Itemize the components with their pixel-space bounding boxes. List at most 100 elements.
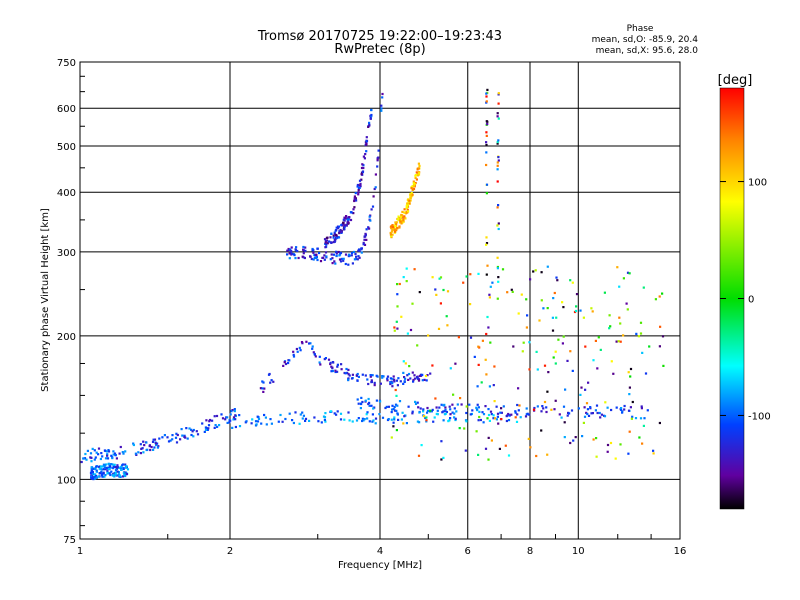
echo-point [145,441,148,444]
echo-point [406,332,409,335]
echo-point [439,276,443,279]
echo-point [360,251,363,254]
echo-point [417,379,421,382]
echo-point [367,397,370,401]
echo-point [528,413,531,416]
echo-point [508,414,511,417]
echo-point [392,375,395,378]
echo-point [361,400,364,404]
echo-point [403,211,406,214]
echo-point [97,453,100,456]
echo-point [575,305,578,308]
echo-point [104,449,107,452]
echo-point [536,405,539,408]
echo-point [139,443,142,446]
echo-point [431,364,434,367]
echo-point [124,450,127,453]
echo-point [298,422,301,425]
echo-point [437,327,441,330]
echo-point [325,255,328,258]
echo-point [496,140,499,144]
echo-point [400,315,403,318]
echo-point [396,404,399,407]
echo-point [423,378,426,381]
echo-point [85,458,88,461]
echo-point [318,355,321,358]
echo-point [617,340,620,343]
echo-point [315,255,318,258]
echo-point [334,262,337,265]
echo-point [86,449,89,452]
echo-point [641,351,644,354]
echo-point [405,267,408,270]
echo-point [641,442,644,445]
echo-point [347,379,350,382]
echo-point [336,365,339,368]
echo-point [110,454,113,457]
echo-point [545,406,548,409]
echo-point [342,257,345,260]
echo-point [417,454,421,457]
echo-point [365,228,368,231]
echo-point [229,419,232,422]
echo-point [598,411,601,415]
echo-point [661,292,664,295]
echo-point [397,217,400,220]
echo-point [416,376,419,379]
echo-point [485,134,488,137]
echo-point [426,409,430,412]
echo-point [540,429,543,432]
echo-point [418,421,421,424]
echo-point [475,430,478,433]
echo-point [263,413,266,417]
echo-point [492,384,495,387]
echo-point [238,425,242,428]
echo-point [570,409,574,412]
echo-point [368,215,371,218]
echo-point [629,367,633,371]
echo-point [454,417,457,420]
echo-point [584,345,587,348]
echo-point [347,368,350,371]
echo-point [175,432,178,435]
echo-point [421,379,424,382]
echo-point [580,386,583,389]
echo-point [391,225,394,228]
echo-point [325,236,328,239]
echo-point [615,340,618,343]
echo-point [404,377,407,380]
echo-point [586,408,589,411]
echo-point [434,288,437,291]
echo-point [500,411,503,414]
echo-point [619,322,622,325]
echo-point [489,410,493,413]
echo-point [485,332,488,336]
echo-point [142,451,145,454]
echo-point [135,453,138,456]
echo-point [343,418,346,421]
echo-point [333,231,336,234]
echo-point [352,250,356,254]
echo-point [482,413,486,416]
echo-point [435,412,438,415]
echo-point [413,184,416,187]
echo-point [543,400,547,404]
echo-point [477,453,480,456]
echo-point [121,463,125,466]
echo-point [90,469,94,472]
echo-point [446,324,449,327]
echo-point [381,92,384,96]
colorbar-tick-label: 100 [748,178,767,189]
echo-point [338,232,341,235]
echo-point [422,408,425,411]
echo-point [535,454,538,458]
echo-point [330,241,333,244]
echo-point [339,231,342,234]
chart-subtitle: RwPretec (8p) [334,42,425,57]
echo-point [354,192,357,195]
echo-point [451,411,454,414]
echo-point [353,206,356,209]
echo-point [487,436,490,439]
echo-point [511,290,514,293]
echo-point [311,249,314,252]
